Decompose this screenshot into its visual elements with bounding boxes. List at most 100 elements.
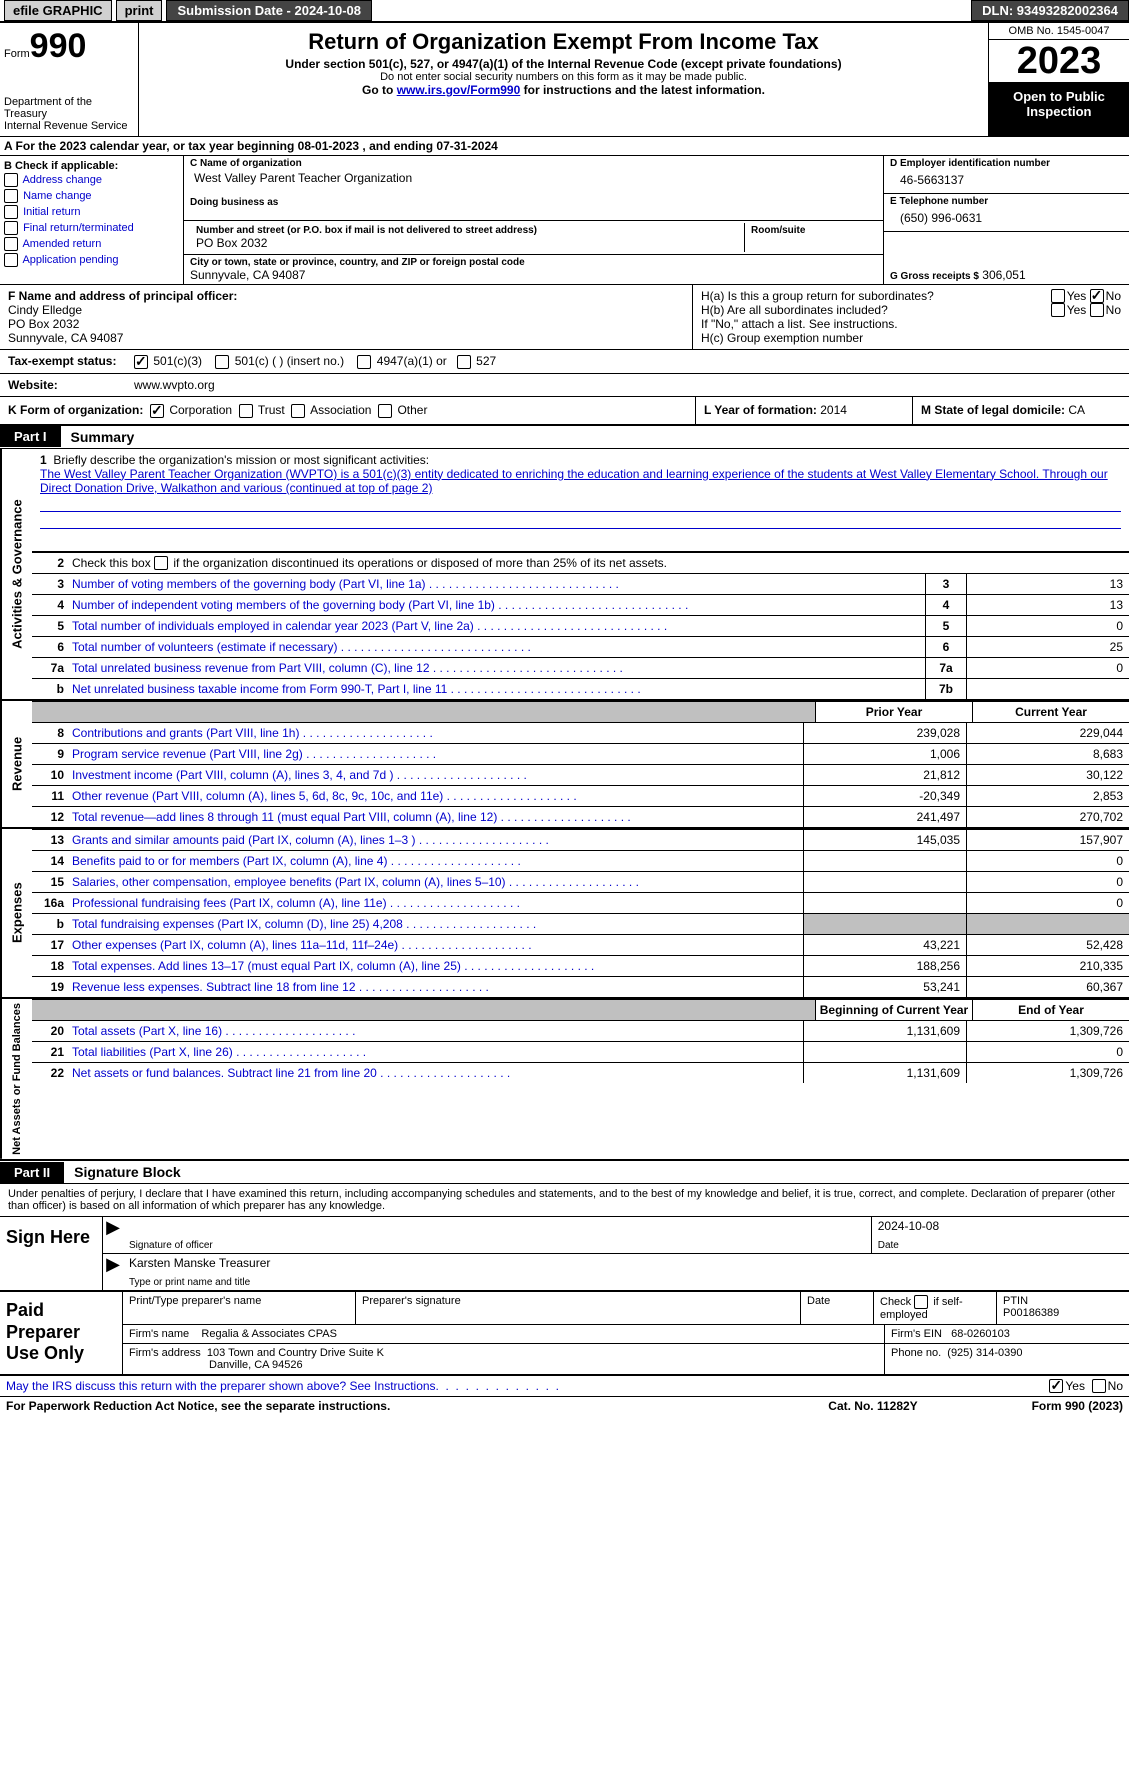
gov-row: 7aTotal unrelated business revenue from … bbox=[32, 657, 1129, 678]
vtab-expenses: Expenses bbox=[0, 829, 32, 997]
sig-officer-label: Signature of officer bbox=[123, 1238, 872, 1253]
k-label: K Form of organization: bbox=[8, 403, 143, 417]
gov-row: 5Total number of individuals employed in… bbox=[32, 615, 1129, 636]
officer-name: Cindy Elledge bbox=[8, 303, 684, 317]
preparer-date-label: Date bbox=[801, 1292, 874, 1324]
city-label: City or town, state or province, country… bbox=[190, 257, 877, 268]
checkbox-initial-return[interactable] bbox=[4, 205, 18, 219]
checkbox-final-return[interactable] bbox=[4, 221, 18, 235]
checkbox-amended[interactable] bbox=[4, 237, 18, 251]
gross-value: 306,051 bbox=[982, 268, 1025, 282]
phone-value: (650) 996-0631 bbox=[890, 207, 1123, 229]
data-row: 11Other revenue (Part VIII, column (A), … bbox=[32, 785, 1129, 806]
subtitle-3: Go to www.irs.gov/Form990 for instructio… bbox=[147, 83, 980, 97]
self-employed-cell: Check if self-employed bbox=[874, 1292, 997, 1324]
firm-ein: 68-0260103 bbox=[951, 1328, 1010, 1340]
data-row: 16aProfessional fundraising fees (Part I… bbox=[32, 892, 1129, 913]
data-row: 10Investment income (Part VIII, column (… bbox=[32, 764, 1129, 785]
top-bar: efile GRAPHIC print Submission Date - 20… bbox=[0, 0, 1129, 23]
gov-row: 6Total number of volunteers (estimate if… bbox=[32, 636, 1129, 657]
data-row: 19Revenue less expenses. Subtract line 1… bbox=[32, 976, 1129, 997]
arrow-icon: ▶ bbox=[103, 1217, 123, 1238]
tax-year: 2023 bbox=[989, 40, 1129, 83]
gov-row: 2Check this box if the organization disc… bbox=[32, 552, 1129, 574]
cb-501c3[interactable] bbox=[134, 355, 148, 369]
gross-label: G Gross receipts $ bbox=[890, 271, 979, 282]
efile-button[interactable]: efile GRAPHIC bbox=[4, 0, 112, 21]
subtitle-1: Under section 501(c), 527, or 4947(a)(1)… bbox=[147, 57, 980, 71]
cat-number: Cat. No. 11282Y bbox=[783, 1399, 963, 1413]
discuss-no[interactable] bbox=[1092, 1379, 1106, 1393]
cb-self-employed[interactable] bbox=[914, 1295, 928, 1309]
hb-yes[interactable] bbox=[1051, 303, 1065, 317]
cb-discontinued[interactable] bbox=[154, 556, 168, 570]
paid-preparer-label: Paid Preparer Use Only bbox=[0, 1292, 123, 1374]
firm-addr-label: Firm's address bbox=[129, 1347, 201, 1359]
ha-label: H(a) Is this a group return for subordin… bbox=[701, 289, 1051, 303]
ptin-label: PTIN bbox=[1003, 1295, 1123, 1307]
firm-name: Regalia & Associates CPAS bbox=[201, 1328, 337, 1340]
checkbox-application-pending[interactable] bbox=[4, 253, 18, 267]
date-label: Date bbox=[872, 1238, 1129, 1253]
preparer-sig-label: Preparer's signature bbox=[356, 1292, 801, 1324]
cb-527[interactable] bbox=[457, 355, 471, 369]
hb-no[interactable] bbox=[1090, 303, 1104, 317]
discuss-yes[interactable] bbox=[1049, 1379, 1063, 1393]
firm-addr2: Danville, CA 94526 bbox=[209, 1359, 303, 1371]
i-label: Tax-exempt status: bbox=[0, 350, 126, 373]
preparer-name-label: Print/Type preparer's name bbox=[123, 1292, 356, 1324]
f-label: F Name and address of principal officer: bbox=[8, 289, 684, 303]
data-row: 15Salaries, other compensation, employee… bbox=[32, 871, 1129, 892]
cb-assoc[interactable] bbox=[291, 404, 305, 418]
part-2-header: Part II Signature Block bbox=[0, 1161, 1129, 1184]
hb-note: If "No," attach a list. See instructions… bbox=[701, 317, 1121, 331]
vtab-net-assets: Net Assets or Fund Balances bbox=[0, 999, 32, 1159]
checkbox-name-change[interactable] bbox=[4, 189, 18, 203]
firm-phone: (925) 314-0390 bbox=[947, 1347, 1022, 1359]
subtitle-2: Do not enter social security numbers on … bbox=[147, 71, 980, 83]
gov-row: 4Number of independent voting members of… bbox=[32, 594, 1129, 615]
print-button[interactable]: print bbox=[116, 0, 163, 21]
discuss-text: May the IRS discuss this return with the… bbox=[6, 1379, 1049, 1393]
data-row: 8Contributions and grants (Part VIII, li… bbox=[32, 722, 1129, 743]
ha-no[interactable] bbox=[1090, 289, 1104, 303]
omb-number: OMB No. 1545-0047 bbox=[989, 23, 1129, 40]
data-row: 20Total assets (Part X, line 16)1,131,60… bbox=[32, 1020, 1129, 1041]
form-title: Return of Organization Exempt From Incom… bbox=[147, 29, 980, 55]
irs-label: Internal Revenue Service bbox=[4, 120, 134, 132]
header-bcy: Beginning of Current Year bbox=[815, 1000, 972, 1020]
mission-text: The West Valley Parent Teacher Organizat… bbox=[40, 467, 1108, 495]
hb-label: H(b) Are all subordinates included? bbox=[701, 303, 1051, 317]
data-row: 18Total expenses. Add lines 13–17 (must … bbox=[32, 955, 1129, 976]
dln: DLN: 93493282002364 bbox=[971, 0, 1129, 21]
data-row: 21Total liabilities (Part X, line 26)0 bbox=[32, 1041, 1129, 1062]
name-label: C Name of organization bbox=[190, 158, 877, 169]
data-row: 9Program service revenue (Part VIII, lin… bbox=[32, 743, 1129, 764]
officer-addr1: PO Box 2032 bbox=[8, 317, 684, 331]
cb-501c[interactable] bbox=[215, 355, 229, 369]
cb-corp[interactable] bbox=[150, 404, 164, 418]
vtab-governance: Activities & Governance bbox=[0, 449, 32, 700]
ptin-value: P00186389 bbox=[1003, 1307, 1123, 1319]
irs-link[interactable]: www.irs.gov/Form990 bbox=[397, 83, 521, 97]
arrow-icon: ▶ bbox=[103, 1254, 123, 1275]
firm-phone-label: Phone no. bbox=[891, 1347, 941, 1359]
vtab-revenue: Revenue bbox=[0, 701, 32, 827]
ha-yes[interactable] bbox=[1051, 289, 1065, 303]
cb-trust[interactable] bbox=[239, 404, 253, 418]
officer-name-title: Karsten Manske Treasurer bbox=[123, 1254, 1129, 1275]
checkbox-address-change[interactable] bbox=[4, 173, 18, 187]
col-b-checkboxes: B Check if applicable: Address change Na… bbox=[0, 156, 184, 284]
cb-other[interactable] bbox=[378, 404, 392, 418]
data-row: 12Total revenue—add lines 8 through 11 (… bbox=[32, 806, 1129, 827]
j-label: Website: bbox=[0, 374, 126, 396]
submission-date: Submission Date - 2024-10-08 bbox=[166, 0, 372, 21]
dept-treasury: Department of the Treasury bbox=[4, 96, 134, 120]
mission-label: Briefly describe the organization's miss… bbox=[53, 453, 429, 467]
cb-4947[interactable] bbox=[357, 355, 371, 369]
part-1-header: Part I Summary bbox=[0, 426, 1129, 449]
state-domicile: CA bbox=[1068, 403, 1085, 417]
header-current-year: Current Year bbox=[972, 702, 1129, 722]
data-row: 17Other expenses (Part IX, column (A), l… bbox=[32, 934, 1129, 955]
form-header: Form990 Department of the Treasury Inter… bbox=[0, 23, 1129, 137]
